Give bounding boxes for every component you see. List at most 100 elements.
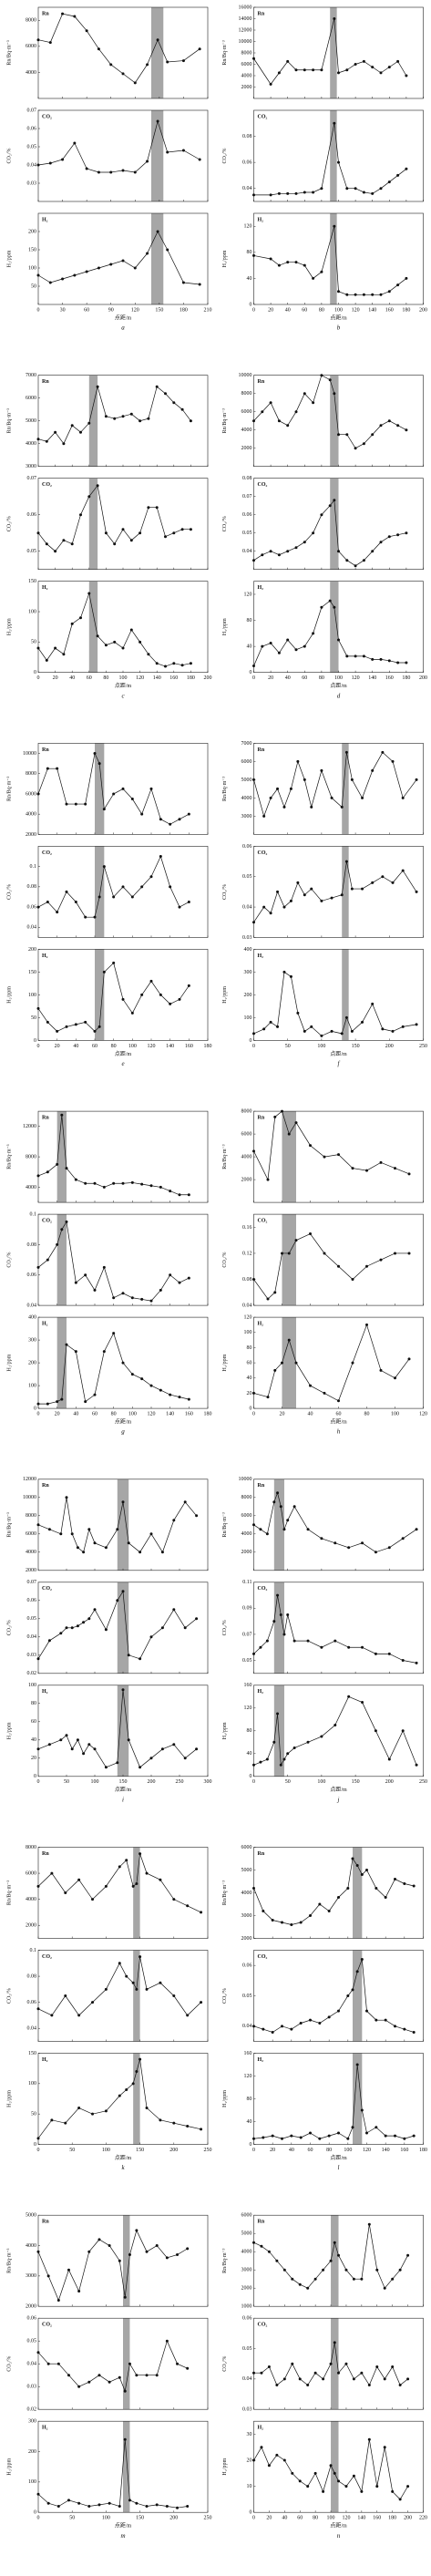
x-tick-label: 100 xyxy=(344,2148,352,2153)
plot-frame xyxy=(253,6,424,99)
data-point xyxy=(155,506,159,510)
data-point xyxy=(183,1500,187,1504)
data-point xyxy=(102,970,106,974)
y-tick-label: 100 xyxy=(28,2479,36,2485)
data-point xyxy=(178,818,181,821)
data-point xyxy=(330,796,334,799)
data-point xyxy=(391,2365,395,2369)
y-tick-label: 0 xyxy=(250,302,252,307)
data-point xyxy=(351,1278,354,1282)
data-point xyxy=(178,1396,181,1399)
data-point xyxy=(145,2107,149,2109)
data-point xyxy=(118,2094,121,2097)
data-point xyxy=(252,1887,255,1890)
x-tick-label: 150 xyxy=(352,1044,360,1049)
x-tick-label: 150 xyxy=(119,1779,128,1785)
data-point xyxy=(200,2001,203,2004)
data-point xyxy=(200,1911,203,1914)
data-point xyxy=(186,2366,190,2370)
data-point xyxy=(112,792,116,796)
y-tick-label: 60 xyxy=(31,1719,36,1725)
data-point xyxy=(189,528,192,531)
data-point xyxy=(56,1029,59,1033)
data-point xyxy=(147,506,150,510)
y-tick-label: 0.02 xyxy=(27,1671,37,1676)
data-point xyxy=(271,2031,274,2034)
series-title: Rn xyxy=(42,2220,49,2225)
x-tick-label: 60 xyxy=(302,307,307,313)
data-point xyxy=(294,261,298,264)
x-tick-label: 140 xyxy=(166,1044,174,1049)
y-tick-label: 300 xyxy=(28,1337,36,1343)
data-point xyxy=(374,1652,377,1655)
data-point xyxy=(139,1852,142,1856)
plot-frame xyxy=(37,1847,209,1939)
data-point xyxy=(306,2384,310,2387)
x-tick-label: 120 xyxy=(136,675,144,681)
data-point xyxy=(360,2108,364,2112)
data-point xyxy=(347,1645,351,1649)
data-point xyxy=(187,901,190,904)
data-point xyxy=(165,2505,169,2509)
y-tick-label: 6000 xyxy=(26,791,36,797)
data-point xyxy=(415,1661,418,1664)
data-point xyxy=(281,1252,283,1255)
data-point xyxy=(344,2362,348,2365)
data-point xyxy=(294,648,298,652)
y-axis-label: H₂/ppm xyxy=(222,250,228,267)
data-point xyxy=(65,1025,68,1028)
x-tick-label: 20 xyxy=(280,1411,285,1417)
data-point xyxy=(129,628,133,632)
y-tick-label: 0.06 xyxy=(27,512,37,518)
anomaly-band xyxy=(330,7,337,98)
data-point xyxy=(294,1121,298,1125)
anomaly-band xyxy=(353,1950,363,2042)
data-point xyxy=(282,1633,286,1636)
data-point xyxy=(330,1029,334,1033)
y-tick-label: 0 xyxy=(34,2142,36,2148)
data-point xyxy=(379,293,383,296)
data-point xyxy=(391,759,395,763)
y-tick-label: 10000 xyxy=(23,751,36,757)
y-tick-label: 4000 xyxy=(26,1185,36,1190)
y-tick-label: 0 xyxy=(250,1774,252,1779)
data-point xyxy=(121,415,125,418)
series-title: H₂ xyxy=(258,953,264,959)
data-line xyxy=(253,1595,417,1664)
data-point xyxy=(337,1264,340,1268)
data-point xyxy=(269,193,272,197)
x-axis-label: 点距/m xyxy=(330,682,347,689)
data-point xyxy=(347,1695,351,1698)
data-point xyxy=(87,2380,91,2384)
data-point xyxy=(112,961,116,964)
x-tick-label: 20 xyxy=(55,1411,60,1417)
anomaly-band xyxy=(95,743,105,835)
data-point xyxy=(396,283,400,287)
plot-frame xyxy=(37,743,209,835)
y-tick-label: 3000 xyxy=(26,464,36,469)
data-point xyxy=(266,1396,270,1399)
data-point xyxy=(79,430,82,434)
y-tick-label: 150 xyxy=(28,579,36,584)
data-point xyxy=(186,2125,190,2128)
data-point xyxy=(73,273,77,277)
data-point xyxy=(269,550,272,553)
data-point xyxy=(381,875,385,879)
data-point xyxy=(320,1034,323,1037)
y-tick-label: 5000 xyxy=(241,1868,252,1873)
panel-label: e xyxy=(121,1060,124,1067)
series-title: CO₂ xyxy=(258,2323,268,2328)
data-point xyxy=(36,1265,40,1269)
data-point xyxy=(104,1546,108,1550)
plot-frame xyxy=(37,212,209,305)
data-point xyxy=(76,1624,79,1628)
series-title: Rn xyxy=(258,1851,265,1857)
data-point xyxy=(266,1178,270,1181)
data-point xyxy=(112,895,116,899)
y-tick-label: 300 xyxy=(244,970,252,975)
x-tick-label: 80 xyxy=(319,675,324,681)
data-point xyxy=(73,141,77,145)
data-point xyxy=(371,550,375,553)
data-point xyxy=(128,2253,131,2257)
x-tick-label: 100 xyxy=(119,675,128,681)
